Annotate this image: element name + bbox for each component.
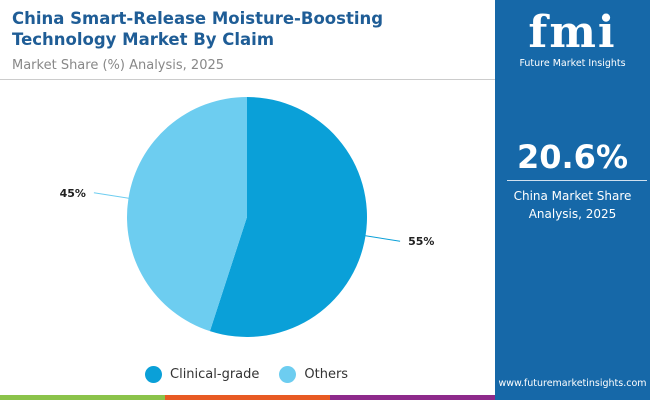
- logo-brand: Future Market Insights: [519, 58, 626, 69]
- legend-label-others: Others: [304, 367, 349, 382]
- accent-bar-green: [0, 395, 165, 400]
- leader-line: [365, 235, 401, 242]
- market-share-value: 20.6%: [516, 138, 628, 176]
- legend: Clinical-grade Others: [145, 366, 348, 383]
- website-link[interactable]: www.futuremarketinsights.com: [498, 378, 647, 389]
- accent-bar-orange: [165, 395, 330, 400]
- desc-line-1: China Market Share: [513, 189, 632, 203]
- chart-subtitle: Market Share (%) Analysis, 2025: [12, 58, 225, 73]
- data-label: 45%: [60, 187, 86, 200]
- data-label: 55%: [408, 235, 434, 248]
- market-share-description: China Market Share Analysis, 2025: [495, 187, 650, 223]
- side-panel: fmi Future Market Insights 20.6% China M…: [495, 0, 650, 400]
- logo-mark: fmi: [528, 7, 617, 58]
- accent-bar-purple: [330, 395, 495, 400]
- legend-label-clinical-grade: Clinical-grade: [170, 367, 260, 382]
- leader-line: [93, 192, 129, 199]
- pie-slice-others: [127, 97, 247, 332]
- pie-chart: 55% 45%: [60, 97, 434, 337]
- fmi-logo: fmi Future Market Insights: [495, 7, 650, 70]
- chart-title: China Smart-Release Moisture-Boosting Te…: [12, 9, 384, 49]
- divider: [0, 79, 495, 80]
- desc-line-2: Analysis, 2025: [528, 207, 617, 221]
- legend-swatch-clinical-grade: [145, 366, 162, 383]
- pie-slice-clinical-grade: [209, 97, 367, 337]
- legend-swatch-others: [279, 366, 297, 383]
- panel-divider: [507, 180, 647, 181]
